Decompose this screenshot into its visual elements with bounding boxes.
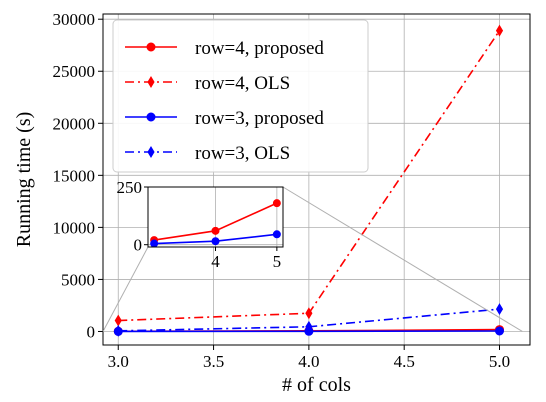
inset-x-tick-label: 5 bbox=[273, 252, 282, 271]
inset-connector-line bbox=[102, 246, 149, 332]
inset-x-tick-label: 4 bbox=[211, 252, 220, 271]
data-point-diamond-marker bbox=[495, 24, 504, 37]
y-tick-label: 10000 bbox=[53, 218, 96, 237]
y-tick-label: 25000 bbox=[53, 62, 96, 81]
data-point-diamond-marker bbox=[305, 320, 313, 333]
legend-entry: row=3, OLS bbox=[125, 143, 290, 164]
legend: row=4, proposed row=4, OLS row=3, proposed… bbox=[112, 19, 369, 173]
legend-diamond-marker bbox=[147, 146, 155, 158]
x-axis-label: # of cols bbox=[282, 374, 351, 396]
y-tick-label: 20000 bbox=[53, 114, 96, 133]
legend-circle-marker bbox=[146, 42, 156, 52]
legend-circle-marker bbox=[146, 112, 156, 122]
inset-frame bbox=[147, 186, 284, 248]
y-tick-label: 30000 bbox=[53, 10, 96, 29]
legend-entry: row=4, OLS bbox=[125, 73, 290, 94]
inset-data-point-circle-marker bbox=[211, 237, 220, 246]
x-tick-label: 4.5 bbox=[394, 352, 415, 371]
inset-connector-lines bbox=[102, 186, 523, 332]
series-1 bbox=[114, 24, 504, 327]
data-point-diamond-marker bbox=[114, 314, 122, 327]
legend-label: row=3, OLS bbox=[195, 143, 290, 164]
legend-diamond-marker bbox=[147, 76, 155, 88]
data-point-diamond-marker bbox=[495, 303, 504, 316]
data-point-circle-marker bbox=[495, 326, 504, 336]
y-tick-label: 15000 bbox=[53, 166, 96, 185]
x-tick-label: 3.5 bbox=[203, 352, 224, 371]
legend-box bbox=[112, 19, 369, 173]
y-tick-label: 5000 bbox=[61, 270, 95, 289]
legend-entry: row=4, proposed bbox=[125, 38, 324, 59]
inset-y-tick-label: 0 bbox=[134, 236, 143, 255]
legend-label: row=4, proposed bbox=[195, 38, 324, 59]
inset-data-point-circle-marker bbox=[272, 230, 281, 239]
series-3 bbox=[114, 303, 504, 337]
inset-data-point-circle-marker bbox=[211, 226, 220, 235]
axis-ticks: 3.0 3.5 4.0 4.5 5.0 0 5000 10000 15000 20000 25000… bbox=[53, 10, 511, 371]
data-point-diamond-marker bbox=[114, 324, 122, 337]
legend-entry: row=3, proposed bbox=[125, 108, 324, 129]
y-axis-label: Running time (s) bbox=[13, 112, 35, 248]
x-tick-label: 3.0 bbox=[108, 352, 129, 371]
inset-zoom-plot: 4 5 0 250 bbox=[117, 178, 284, 271]
inset-y-tick-label: 250 bbox=[117, 178, 143, 197]
x-tick-label: 5.0 bbox=[489, 352, 510, 371]
inset-data-point-circle-marker bbox=[272, 199, 281, 208]
plot-frame bbox=[102, 13, 531, 346]
x-tick-label: 4.0 bbox=[298, 352, 319, 371]
data-point-diamond-marker bbox=[305, 307, 313, 320]
inset-connector-line bbox=[282, 186, 523, 332]
y-tick-label: 0 bbox=[87, 322, 96, 341]
legend-label: row=3, proposed bbox=[195, 108, 324, 129]
series-layer bbox=[113, 24, 504, 337]
legend-label: row=4, OLS bbox=[195, 73, 290, 94]
inset-data-point-circle-marker bbox=[150, 239, 159, 248]
